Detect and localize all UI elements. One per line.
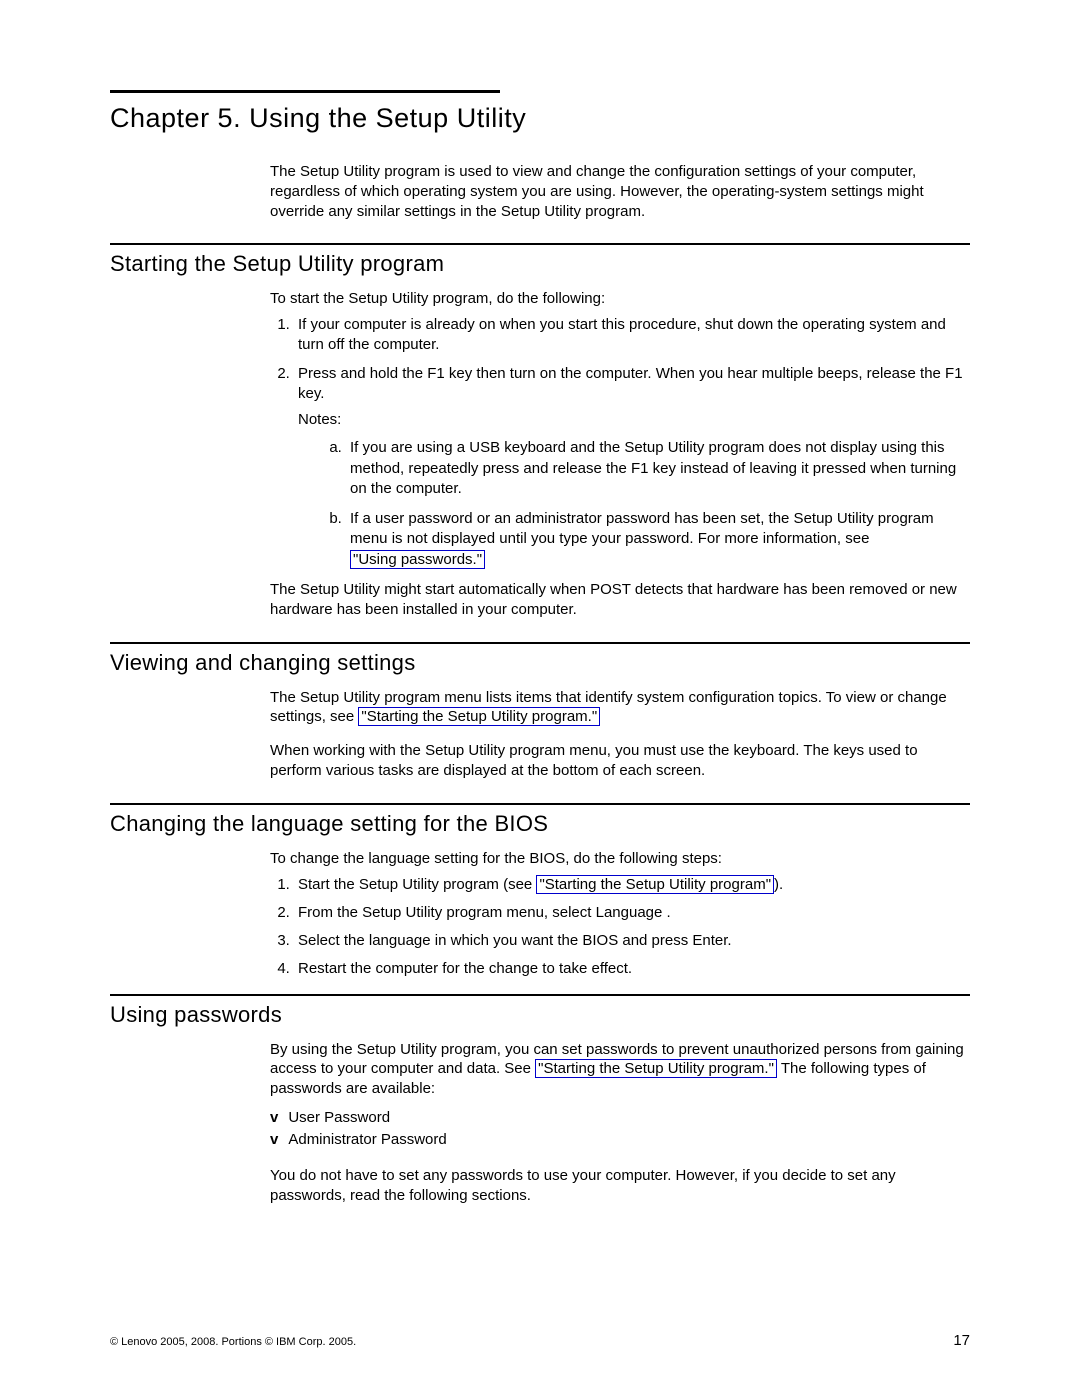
note-text: If a user password or an administrator p… bbox=[350, 510, 934, 547]
starting-tail: The Setup Utility might start automatica… bbox=[270, 580, 970, 620]
list-item: From the Setup Utility program menu, sel… bbox=[294, 903, 970, 923]
page-number: 17 bbox=[953, 1332, 970, 1349]
step-pre: Start the Setup Utility program (see bbox=[298, 876, 536, 893]
viewing-p1: The Setup Utility program menu lists ite… bbox=[270, 688, 970, 728]
document-page: Chapter 5. Using the Setup Utility The S… bbox=[0, 0, 1080, 1397]
bullet-item: Administrator Password bbox=[270, 1129, 970, 1152]
starting-notes: If you are using a USB keyboard and the … bbox=[298, 438, 970, 570]
section-rule bbox=[110, 803, 970, 805]
list-item: If your computer is already on when you … bbox=[294, 315, 970, 356]
bullet-item: User Password bbox=[270, 1107, 970, 1130]
list-item: Start the Setup Utility program (see "St… bbox=[294, 875, 970, 895]
section-rule bbox=[110, 994, 970, 996]
section-rule bbox=[110, 243, 970, 245]
link-starting-setup[interactable]: "Starting the Setup Utility program" bbox=[536, 875, 774, 894]
passwords-p1: By using the Setup Utility program, you … bbox=[270, 1040, 970, 1206]
chapter-intro: The Setup Utility program is used to vie… bbox=[270, 162, 970, 221]
section-rule bbox=[110, 642, 970, 644]
step-text: Press and hold the F1 key then turn on t… bbox=[298, 365, 963, 402]
passwords-bullets: User Password Administrator Password bbox=[270, 1107, 970, 1152]
changing-steps: Start the Setup Utility program (see "St… bbox=[270, 875, 970, 980]
page-footer: © Lenovo 2005, 2008. Portions © IBM Corp… bbox=[110, 1332, 970, 1349]
chapter-rule bbox=[110, 90, 500, 93]
copyright-text: © Lenovo 2005, 2008. Portions © IBM Corp… bbox=[110, 1336, 356, 1348]
section-title-passwords: Using passwords bbox=[110, 1002, 970, 1028]
starting-steps: If your computer is already on when you … bbox=[270, 315, 970, 570]
list-item: If a user password or an administrator p… bbox=[346, 509, 970, 570]
link-starting-setup[interactable]: "Starting the Setup Utility program." bbox=[358, 707, 600, 726]
section-title-starting: Starting the Setup Utility program bbox=[110, 251, 970, 277]
section-title-changing: Changing the language setting for the BI… bbox=[110, 811, 970, 837]
list-item: Press and hold the F1 key then turn on t… bbox=[294, 364, 970, 570]
list-item: Restart the computer for the change to t… bbox=[294, 959, 970, 979]
link-using-passwords[interactable]: "Using passwords." bbox=[350, 550, 485, 569]
list-item: If you are using a USB keyboard and the … bbox=[346, 438, 970, 499]
list-item: Select the language in which you want th… bbox=[294, 931, 970, 951]
chapter-title: Chapter 5. Using the Setup Utility bbox=[110, 103, 970, 134]
notes-label: Notes: bbox=[298, 410, 970, 430]
changing-lead: To change the language setting for the B… bbox=[270, 849, 970, 869]
passwords-p2: You do not have to set any passwords to … bbox=[270, 1166, 970, 1206]
step-post: ). bbox=[774, 876, 783, 893]
section-title-viewing: Viewing and changing settings bbox=[110, 650, 970, 676]
link-starting-setup[interactable]: "Starting the Setup Utility program." bbox=[535, 1059, 777, 1078]
starting-lead: To start the Setup Utility program, do t… bbox=[270, 289, 970, 309]
viewing-p2: When working with the Setup Utility prog… bbox=[270, 741, 970, 781]
